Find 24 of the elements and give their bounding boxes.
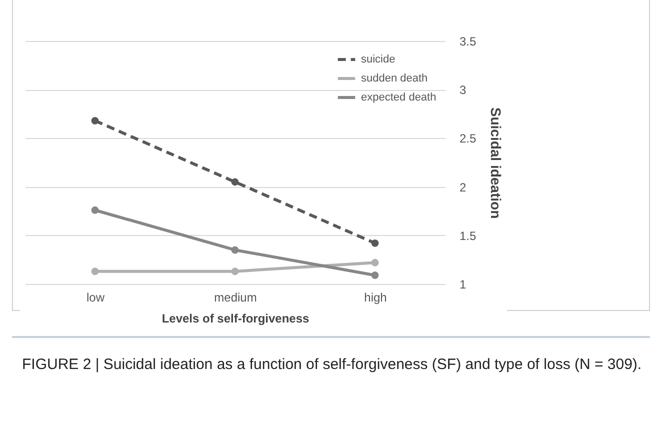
point [91,206,99,214]
point [371,258,379,266]
point [231,246,239,254]
point [231,268,239,276]
x-tick-label: low [86,290,105,304]
point [91,117,99,124]
y-tick-label: 2 [460,180,466,194]
caption: FIGURE 2 | Suicidal ideation as a function of self-forgiveness (SF) and type of loss (N = 309). [22,355,642,375]
legend-label: suicide [361,54,396,66]
y-axis-title: Suicidal ideation [488,107,504,219]
point [231,178,239,186]
y-tick-label: 2.5 [460,132,477,146]
y-tick-label: 1 [460,278,466,292]
legend-label: sudden death [361,72,428,84]
y-tick-label: 3.5 [460,34,477,48]
point [91,268,99,276]
y-tick-label: 1.5 [460,228,477,243]
x-tick-label: high [364,290,387,304]
point [371,272,379,279]
x-tick-label: medium [214,290,257,304]
legend-label: expected death [361,92,436,104]
point [371,239,379,247]
y-tick-label: 3 [460,83,466,98]
x-axis-title: Levels of self-forgiveness [162,312,310,326]
